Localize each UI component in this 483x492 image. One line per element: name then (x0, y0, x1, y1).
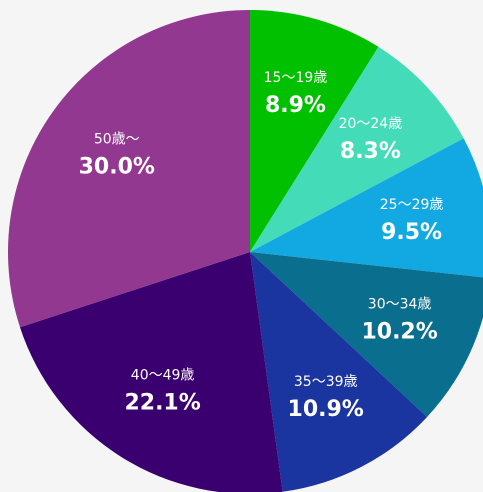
slice-value: 22.1% (124, 390, 200, 415)
slice-category: 40～49歳 (131, 367, 195, 383)
slice-category: 30～34歳 (368, 296, 432, 312)
pie-slice (250, 138, 483, 278)
slice-category: 35～39歳 (294, 374, 358, 390)
slice-value: 10.2% (361, 319, 437, 344)
slice-category: 15～19歳 (264, 70, 328, 86)
slice-value: 10.9% (288, 397, 364, 422)
pie-slice (250, 10, 379, 252)
slice-value: 30.0% (79, 154, 155, 179)
pie-slice (19, 252, 283, 492)
slice-category: 50歳～ (94, 131, 140, 147)
pie-slice (8, 10, 251, 328)
pie-slice (250, 252, 428, 492)
slice-category: 25～29歳 (380, 197, 444, 213)
pie-slice (250, 46, 464, 252)
slice-category: 20～24歳 (339, 116, 403, 132)
slice-value: 8.3% (340, 139, 401, 164)
pie-slice (250, 252, 483, 417)
slice-value: 8.9% (265, 93, 326, 118)
slice-value: 9.5% (381, 220, 442, 245)
